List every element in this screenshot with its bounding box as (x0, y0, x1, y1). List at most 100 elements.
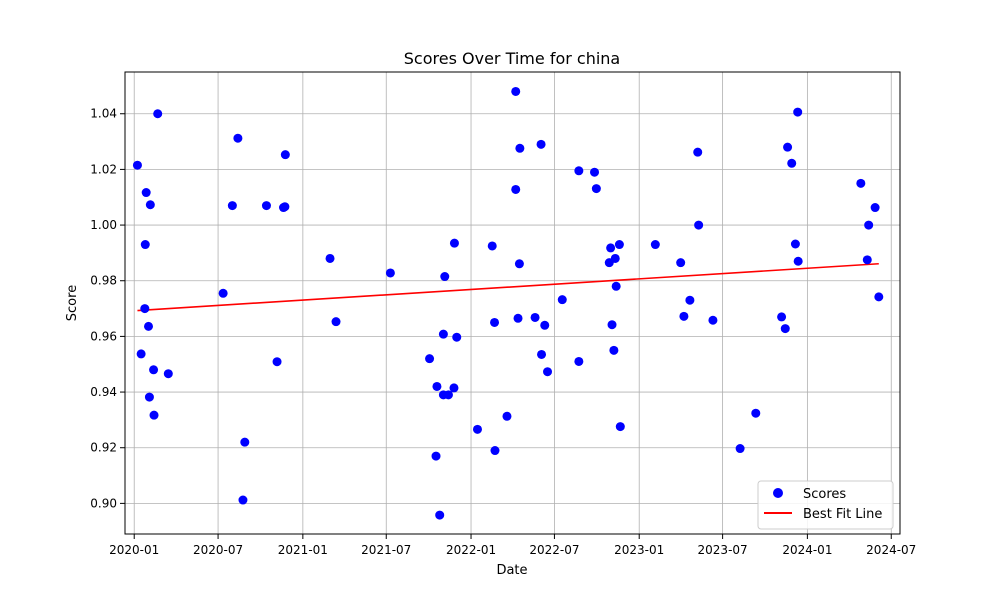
score-point (735, 444, 745, 454)
best-fit-line (137, 262, 879, 312)
y-axis-label: Score (65, 285, 80, 321)
score-point (862, 255, 872, 265)
score-point (132, 160, 142, 170)
score-point (793, 256, 803, 266)
score-point (144, 392, 154, 402)
score-point (143, 321, 153, 331)
x-tick-label: 2020-01 (109, 543, 159, 557)
score-point (609, 345, 619, 355)
score-point (452, 332, 462, 342)
score-point (685, 295, 695, 305)
score-point (679, 311, 689, 321)
score-point (490, 317, 500, 327)
x-tick-label: 2024-01 (782, 543, 832, 557)
score-point (472, 424, 482, 434)
score-point (607, 320, 617, 330)
score-point (218, 288, 228, 298)
legend-label-best-fit: Best Fit Line (803, 507, 882, 522)
score-point (490, 446, 500, 456)
y-tick-label: 1.00 (90, 218, 117, 232)
x-axis-ticks: 2020-01 2020-07 2021-01 2021-07 2022-01 2022-… (109, 534, 916, 557)
y-tick-label: 0.92 (90, 441, 117, 455)
score-point (449, 383, 459, 393)
score-point (514, 259, 524, 269)
score-point (610, 253, 620, 263)
score-point (280, 202, 290, 212)
y-tick-label: 0.94 (90, 385, 117, 399)
score-point (385, 268, 395, 278)
score-point (136, 349, 146, 359)
score-point (163, 369, 173, 379)
score-point (783, 142, 793, 152)
y-tick-label: 0.96 (90, 329, 117, 343)
score-point (856, 178, 866, 188)
score-point (536, 139, 546, 149)
score-point (693, 147, 703, 157)
score-point (261, 201, 271, 211)
score-point (793, 107, 803, 117)
y-axis-ticks: 0.90 0.92 0.94 0.96 0.98 1.00 1.02 1.04 (90, 107, 125, 510)
score-point (449, 238, 459, 248)
score-point (870, 203, 880, 213)
score-point (874, 292, 884, 302)
score-point (606, 243, 616, 253)
x-tick-label: 2022-01 (446, 543, 496, 557)
legend-label-scores: Scores (803, 487, 846, 502)
score-point (145, 200, 155, 210)
score-point (611, 281, 621, 291)
score-point (777, 312, 787, 322)
score-point (140, 240, 150, 250)
x-tick-label: 2024-07 (866, 543, 916, 557)
score-point (432, 381, 442, 391)
y-tick-label: 0.98 (90, 274, 117, 288)
score-point (280, 150, 290, 160)
score-point (751, 408, 761, 418)
score-point (530, 312, 540, 322)
score-point (543, 367, 553, 377)
score-point (515, 143, 525, 153)
score-point (238, 495, 248, 505)
score-point (557, 295, 567, 305)
score-point (511, 86, 521, 96)
score-point (272, 357, 282, 367)
plot-area-frame (124, 71, 901, 535)
score-point (149, 410, 159, 420)
score-point (650, 240, 660, 250)
y-tick-label: 0.90 (90, 496, 117, 510)
score-point (574, 356, 584, 366)
score-point (615, 422, 625, 432)
score-point (537, 349, 547, 359)
score-point (240, 437, 250, 447)
score-point (787, 158, 797, 168)
score-point (790, 239, 800, 249)
score-point (502, 411, 512, 421)
score-point (233, 133, 243, 143)
x-tick-label: 2021-07 (361, 543, 411, 557)
y-tick-label: 1.04 (90, 107, 117, 121)
x-tick-label: 2021-01 (278, 543, 328, 557)
score-point (331, 317, 341, 327)
score-point (676, 258, 686, 268)
legend-marker-scores (773, 488, 783, 498)
score-point (431, 451, 441, 461)
score-point (141, 188, 151, 198)
score-point (591, 184, 601, 194)
score-point (149, 365, 159, 375)
score-point (443, 390, 453, 400)
legend: Scores Best Fit Line (757, 480, 894, 530)
score-point (540, 320, 550, 330)
x-tick-label: 2023-01 (614, 543, 664, 557)
score-point (708, 315, 718, 325)
score-point (487, 241, 497, 251)
y-tick-label: 1.02 (90, 162, 117, 176)
x-tick-label: 2022-07 (529, 543, 579, 557)
score-point (227, 201, 237, 211)
score-point (435, 510, 445, 520)
score-point (590, 167, 600, 177)
x-axis-label: Date (496, 563, 527, 578)
score-point (864, 220, 874, 230)
score-point (153, 109, 163, 119)
score-point (425, 354, 435, 364)
